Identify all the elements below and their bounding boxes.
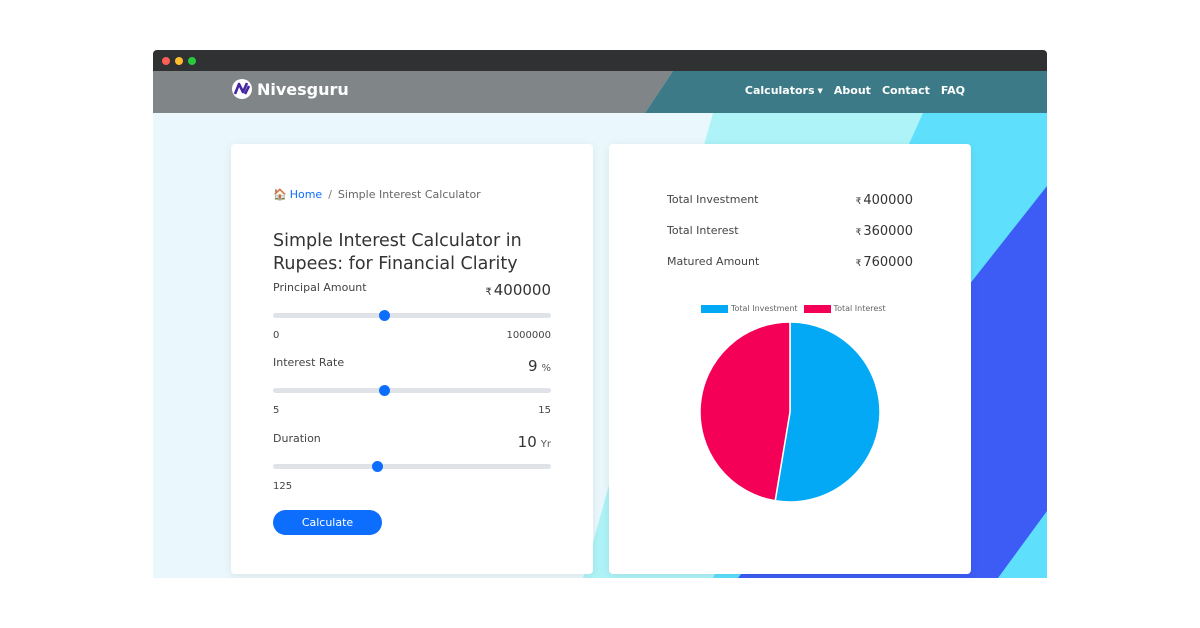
total-interest-value: ₹360000: [856, 224, 913, 239]
duration-unit: Yr: [540, 439, 551, 450]
pie-chart: [699, 321, 881, 503]
principal-slider-handle[interactable]: [378, 310, 390, 321]
pie-slice-total-investment[interactable]: [774, 321, 881, 503]
breadcrumb: 🏠 Home / Simple Interest Calculator: [273, 188, 481, 201]
rate-value: 9%: [528, 357, 551, 375]
top-navbar: Nivesguru Calculators ▼ About Contact FAQ: [153, 71, 1047, 113]
duration-slider[interactable]: [273, 461, 551, 472]
brand-name: Nivesguru: [257, 79, 349, 99]
total-investment-value: ₹400000: [856, 193, 913, 208]
matured-amount-label: Matured Amount: [667, 255, 760, 268]
calculator-card: 🏠 Home / Simple Interest Calculator Simp…: [231, 144, 593, 574]
legend-label: Total Interest: [833, 304, 886, 313]
minimize-window-dot[interactable]: [175, 57, 183, 65]
brand-link[interactable]: Nivesguru: [231, 78, 349, 100]
legend-swatch: [701, 304, 728, 313]
principal-min: 0: [273, 330, 280, 341]
breadcrumb-home-link[interactable]: Home: [289, 188, 323, 201]
nivesguru-logo-icon: [232, 79, 252, 99]
breadcrumb-separator: /: [328, 188, 332, 201]
total-interest-amount: 360000: [863, 224, 913, 239]
nav-about-link[interactable]: About: [833, 84, 871, 97]
rupee-symbol: ₹: [485, 287, 492, 298]
main-nav: Calculators ▼ About Contact FAQ: [745, 84, 965, 97]
principal-max: 1000000: [506, 330, 551, 341]
rate-max: 15: [538, 405, 551, 416]
total-investment-label: Total Investment: [667, 193, 759, 206]
total-investment-amount: 400000: [863, 193, 913, 208]
rupee-symbol: ₹: [855, 197, 862, 207]
summary-row-investment: Total Investment ₹400000: [667, 193, 913, 213]
summary-row-interest: Total Interest ₹360000: [667, 224, 913, 244]
duration-value: 10 Yr: [518, 433, 551, 451]
caret-down-icon: ▼: [817, 87, 823, 95]
matured-amount-value: ₹760000: [856, 255, 913, 270]
rate-slider-handle[interactable]: [378, 385, 390, 396]
rupee-symbol: ₹: [855, 259, 862, 269]
rate-label: Interest Rate: [273, 356, 345, 369]
legend-item[interactable]: Total Interest: [803, 304, 886, 313]
principal-slider[interactable]: [273, 310, 551, 321]
browser-window: Nivesguru Calculators ▼ About Contact FAQ…: [153, 50, 1047, 578]
maximize-window-dot[interactable]: [188, 57, 196, 65]
rate-slider[interactable]: [273, 385, 551, 396]
nav-contact-link[interactable]: Contact: [881, 84, 930, 97]
nav-faq-link[interactable]: FAQ: [940, 84, 965, 97]
rupee-symbol: ₹: [855, 228, 862, 238]
principal-value: ₹400000: [485, 281, 551, 299]
results-card: Total Investment ₹400000 Total Interest …: [609, 144, 971, 574]
duration-label: Duration: [273, 432, 321, 445]
matured-amount-amount: 760000: [863, 255, 913, 270]
page-title: Simple Interest Calculator in Rupees: fo…: [273, 230, 522, 274]
duration-slider-handle[interactable]: [372, 461, 384, 472]
calculate-button[interactable]: Calculate: [273, 510, 382, 535]
rate-number: 9: [527, 357, 538, 375]
nav-calculators-dropdown[interactable]: Calculators ▼: [745, 84, 823, 97]
duration-number: 10: [517, 433, 537, 451]
duration-range: 125: [273, 481, 293, 492]
browser-titlebar: [153, 50, 1047, 71]
rate-min: 5: [273, 405, 280, 416]
breadcrumb-current: Simple Interest Calculator: [337, 188, 481, 201]
legend-swatch: [803, 304, 831, 313]
pie-slice-total-interest[interactable]: [699, 321, 791, 502]
legend-item[interactable]: Total Investment: [701, 304, 798, 313]
rate-unit: %: [541, 363, 551, 374]
legend-label: Total Investment: [731, 304, 798, 313]
page-viewport: Nivesguru Calculators ▼ About Contact FAQ…: [153, 71, 1047, 578]
total-interest-label: Total Interest: [667, 224, 739, 237]
principal-amount: 400000: [493, 281, 551, 299]
home-icon: 🏠: [273, 188, 287, 201]
chart-legend: Total Investment Total Interest: [701, 304, 892, 313]
nav-calculators-label: Calculators: [744, 84, 815, 97]
summary-row-matured: Matured Amount ₹760000: [667, 255, 913, 275]
principal-label: Principal Amount: [273, 281, 367, 294]
close-window-dot[interactable]: [162, 57, 170, 65]
